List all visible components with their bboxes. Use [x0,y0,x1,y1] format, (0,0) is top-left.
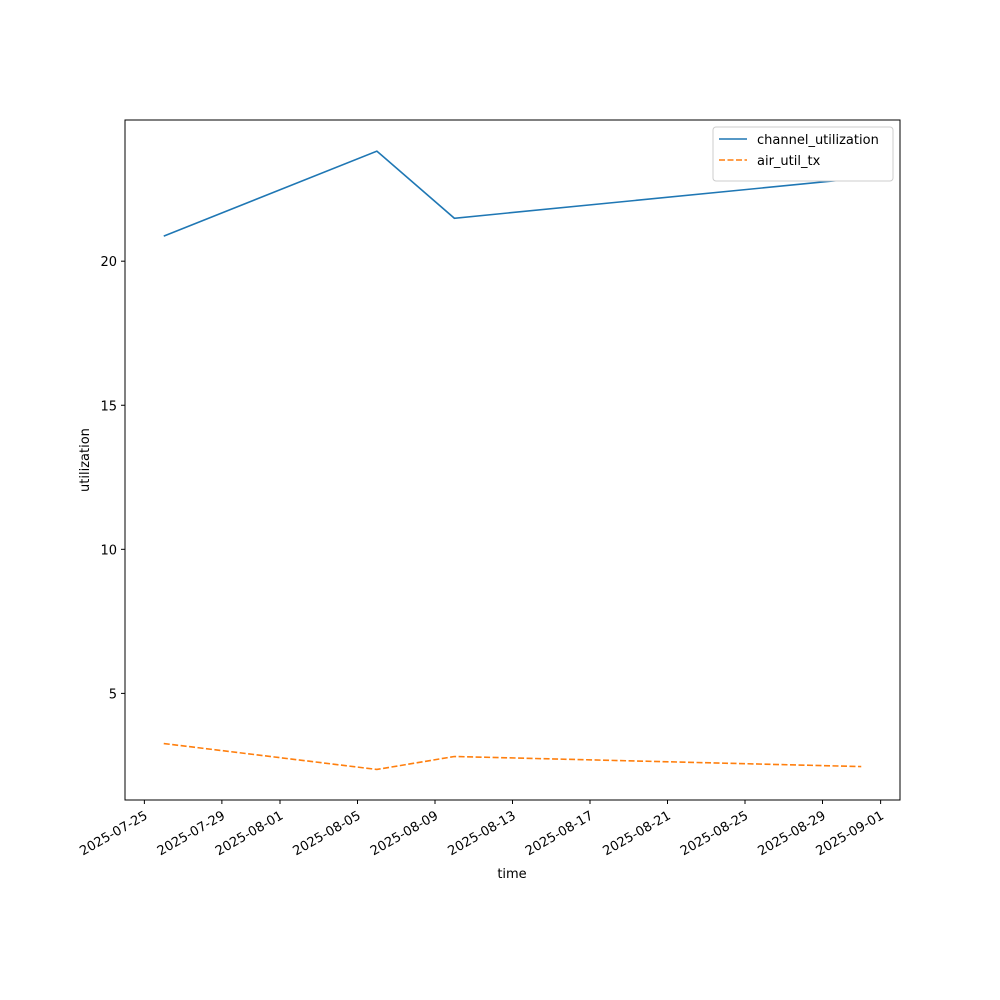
x-tick-label: 2025-08-09 [368,808,441,859]
x-tick-label: 2025-08-05 [291,808,364,859]
series-line [163,742,862,771]
legend-frame [712,126,894,182]
y-axis-label: utilization [78,428,93,492]
legend-label: air_util_tx [757,154,821,169]
plot-frame [124,119,901,801]
x-tick-label: 2025-08-13 [446,808,519,859]
y-tick-label: 20 [100,255,117,270]
x-tick-label: 2025-08-25 [678,808,751,859]
series-line [163,150,862,237]
y-tick-label: 5 [109,687,117,702]
legend: channel_utilization air_util_tx [712,126,894,182]
x-tick-label: 2025-08-17 [523,808,596,859]
x-tick-label: 2025-08-21 [601,808,674,859]
legend-label: channel_utilization [757,133,879,148]
y-tick-label: 10 [100,543,117,558]
y-tick-label: 15 [100,399,117,414]
x-axis-label: time [497,867,526,882]
x-tick-label: 2025-07-25 [77,808,150,859]
